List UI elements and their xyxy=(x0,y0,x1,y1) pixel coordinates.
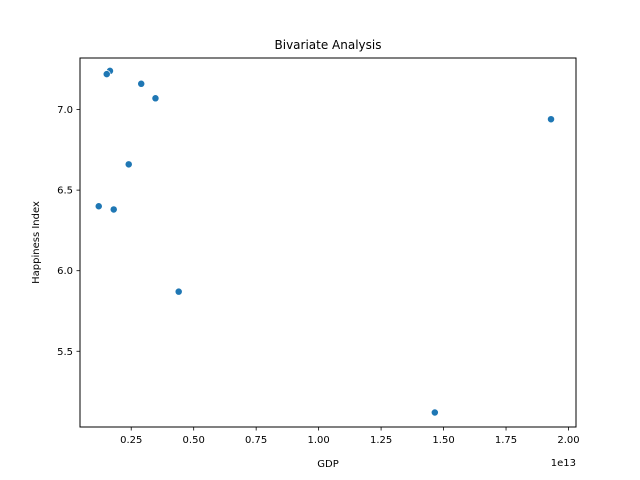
scatter-point xyxy=(124,160,133,169)
scatter-point xyxy=(151,94,160,103)
x-tick-label: 0.75 xyxy=(245,435,267,446)
y-axis-label: Happiness Index xyxy=(31,201,42,284)
scatter-point xyxy=(102,70,111,79)
scatter-point xyxy=(430,408,439,417)
scatter-point xyxy=(174,287,183,296)
x-offset-text: 1e13 xyxy=(551,458,576,469)
y-tick-label: 6.0 xyxy=(57,266,73,277)
scatter-point xyxy=(137,79,146,88)
x-tick-label: 1.75 xyxy=(495,435,517,446)
x-axis: 0.25 0.50 0.75 1.00 1.25 1.50 1.75 2.00 xyxy=(120,427,580,446)
x-tick-label: 1.50 xyxy=(432,435,454,446)
x-tick-label: 0.50 xyxy=(183,435,205,446)
data-points xyxy=(94,66,555,417)
chart-title: Bivariate Analysis xyxy=(275,38,382,52)
y-tick-label: 7.0 xyxy=(57,105,73,116)
x-tick-label: 0.25 xyxy=(120,435,142,446)
scatter-point xyxy=(94,202,103,211)
scatter-point xyxy=(109,205,118,214)
plot-frame xyxy=(79,57,577,428)
y-axis: 5.5 6.0 6.5 7.0 xyxy=(57,105,80,358)
y-tick-label: 5.5 xyxy=(57,347,73,358)
x-tick-label: 1.25 xyxy=(370,435,392,446)
x-tick-label: 1.00 xyxy=(307,435,329,446)
y-tick-label: 6.5 xyxy=(57,186,73,197)
x-tick-label: 2.00 xyxy=(557,435,579,446)
scatter-point xyxy=(547,115,555,124)
x-axis-label: GDP xyxy=(317,459,338,470)
